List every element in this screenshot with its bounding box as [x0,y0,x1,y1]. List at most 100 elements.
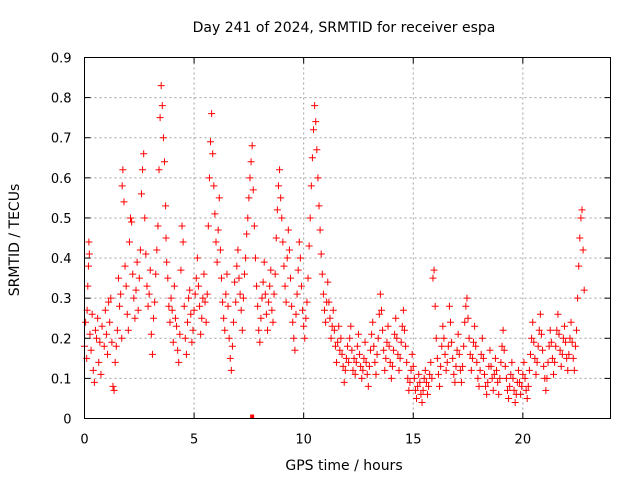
data-point [348,346,356,354]
data-point [257,314,265,322]
data-point [122,282,130,290]
data-point [468,354,476,362]
data-point [440,334,448,342]
data-point [224,302,232,310]
data-point [516,378,524,386]
data-point [554,310,562,318]
data-point [238,326,246,334]
data-point [299,306,307,314]
data-point [390,346,398,354]
data-point [432,334,440,342]
data-point [203,290,211,298]
data-point [98,322,106,330]
data-point [85,238,93,246]
data-point [570,366,578,374]
data-point [304,274,312,282]
data-point [475,382,483,390]
data-point [352,358,360,366]
y-tick-label: 0 [63,413,71,428]
data-point [144,302,152,310]
data-point [395,366,403,374]
data-point [460,342,468,350]
data-point [322,318,330,326]
data-point [301,334,309,342]
data-point [479,354,487,362]
data-point [577,214,585,222]
x-tick-label: 0 [80,433,88,448]
data-point [562,338,570,346]
data-point [413,394,421,402]
data-point [171,314,179,322]
data-point [502,374,510,382]
data-point [455,350,463,358]
data-point [210,182,218,190]
data-point [537,330,545,338]
data-point [560,322,568,330]
data-point [111,358,119,366]
data-point [251,254,259,262]
data-point [444,342,452,350]
data-point [222,290,230,298]
data-point [466,350,474,358]
data-point [101,306,109,314]
data-point [509,374,517,382]
data-point [215,194,223,202]
y-tick-label: 0.9 [51,52,72,67]
data-point [383,338,391,346]
data-point [196,302,204,310]
data-point [287,274,295,282]
data-point [414,382,422,390]
data-point [248,142,256,150]
data-point [120,198,128,206]
data-point [216,246,224,254]
data-point [162,202,170,210]
data-point [318,270,326,278]
y-tick-label: 0.1 [51,372,72,387]
data-point [579,246,587,254]
data-point [434,370,442,378]
data-point [212,238,220,246]
x-tick-label: 5 [190,433,198,448]
data-point [403,358,411,366]
data-point [347,322,355,330]
data-point [418,398,426,406]
data-point [208,110,216,118]
data-point [307,182,315,190]
data-point [240,270,248,278]
data-point [180,302,188,310]
data-point [107,294,115,302]
data-point [276,166,284,174]
data-point [374,334,382,342]
data-point [508,358,516,366]
data-point [496,374,504,382]
data-point [185,294,193,302]
data-point [317,250,325,258]
data-point [433,354,441,362]
data-point [191,290,199,298]
data-point [202,318,210,326]
data-point [357,362,365,370]
data-point [213,258,221,266]
data-point [258,294,266,302]
data-point [219,298,227,306]
data-point [490,370,498,378]
data-point [129,270,137,278]
data-point [182,350,190,358]
data-point [454,330,462,338]
data-point [525,366,533,374]
data-point [451,378,459,386]
data-point [328,322,336,330]
data-point [519,370,527,378]
data-point [565,350,573,358]
data-point [284,226,292,234]
data-point [420,374,428,382]
data-point [527,350,535,358]
data-point [563,354,571,362]
data-point [495,390,503,398]
data-point [274,182,282,190]
data-point [104,350,112,358]
data-point [546,326,554,334]
data-point [184,318,192,326]
data-point [407,366,415,374]
data-point [430,266,438,274]
